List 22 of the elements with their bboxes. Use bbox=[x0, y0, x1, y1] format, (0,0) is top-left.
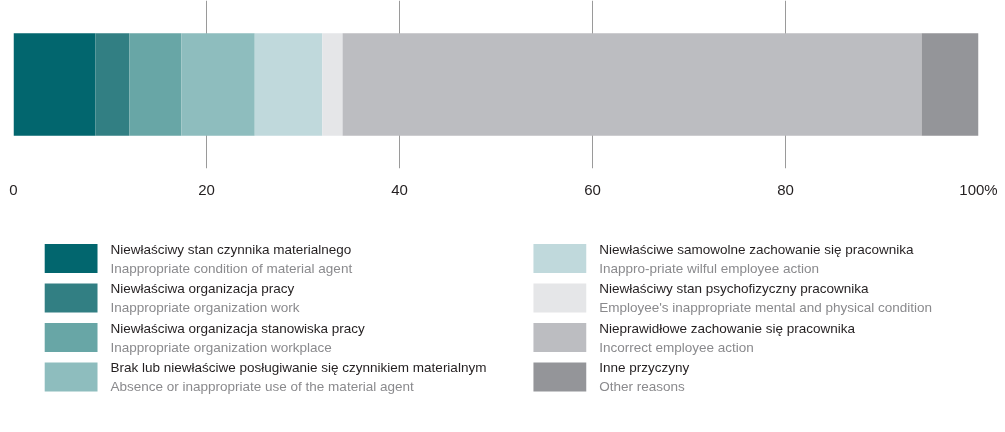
bar bbox=[13, 33, 96, 136]
x-tick-label: 100% bbox=[959, 180, 998, 198]
x-tick-label: 0 bbox=[9, 180, 18, 198]
bar bbox=[181, 33, 255, 136]
legend-label: Niewłaściwa organizacja stanowiska pracy Inappropriate organization workplace bbox=[110, 320, 366, 355]
legend-label: Niewłaściwy stan czynnika materialnego Inappropriate condition of material agent bbox=[110, 241, 353, 276]
x-tick-label: 20 bbox=[198, 180, 215, 198]
legend-label: Niewłaściwe samowolne zachowanie się pracownika Inappro-priate wilful employee action bbox=[599, 241, 915, 276]
bar bbox=[921, 33, 979, 136]
x-tick-label: 80 bbox=[777, 180, 794, 198]
bar bbox=[95, 33, 130, 136]
legend-label: Nieprawidłowe zachowanie się pracownika Incorrect employee action bbox=[599, 320, 856, 355]
bar bbox=[322, 33, 343, 136]
legend-label: Brak lub niewłaściwe posługiwanie się czynnikiem materialnym Absence or inappropriate use of the material agent bbox=[110, 360, 487, 394]
x-tick-label: 40 bbox=[391, 180, 408, 198]
legend-label: Niewłaściwa organizacja pracy Inappropriate organization work bbox=[110, 281, 300, 315]
bar bbox=[129, 33, 182, 136]
x-tick-label: 60 bbox=[584, 180, 601, 198]
legend-label: Inne przyczyny Other reasons bbox=[599, 360, 690, 394]
legend-label: Niewłaściwy stan psychofizyczny pracownika Employee's inappropriate mental and physical condition bbox=[599, 281, 932, 315]
bar bbox=[342, 33, 922, 136]
bar bbox=[254, 33, 323, 136]
